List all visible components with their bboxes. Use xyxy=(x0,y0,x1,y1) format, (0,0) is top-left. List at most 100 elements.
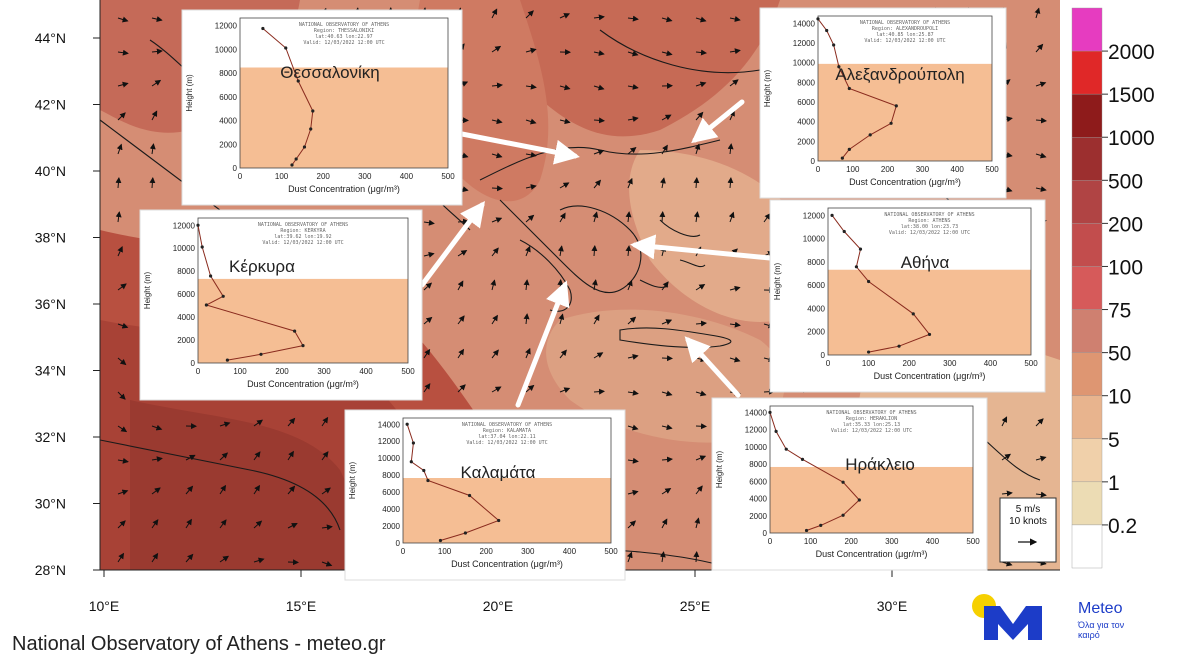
inset-ytick: 12000 xyxy=(793,39,816,48)
wind-arrow xyxy=(559,182,570,189)
profile-point xyxy=(911,312,915,316)
wind-arrow xyxy=(321,416,329,427)
colorbar-label: 100 xyxy=(1108,256,1143,279)
profile-point xyxy=(840,156,844,160)
inset-header-line: lat:37.04 lon:22.11 xyxy=(478,434,535,440)
colorbar-label: 1500 xyxy=(1108,84,1155,107)
lon-label: 30°E xyxy=(877,598,908,614)
wind-arrow xyxy=(457,315,465,325)
wind-arrow xyxy=(525,347,531,359)
inset-header-line: Valid: 12/03/2022 12:00 UTC xyxy=(303,40,384,46)
lon-label: 20°E xyxy=(483,598,514,614)
wind-arrow xyxy=(559,212,566,223)
wind-arrow xyxy=(115,177,122,189)
inset-header-line: Region: ATHENS xyxy=(908,218,950,224)
profile-point xyxy=(302,145,307,149)
profile-point xyxy=(897,344,901,348)
plot-frame xyxy=(817,15,993,162)
inset-xtick: 300 xyxy=(885,537,899,546)
wind-arrow xyxy=(185,454,196,461)
inset-ytick: 2000 xyxy=(797,137,815,146)
wind-arrow xyxy=(423,219,435,226)
wind-arrow xyxy=(151,110,158,121)
inset-header-line: NATIONAL OBSERVATORY OF ATHENS xyxy=(884,212,974,218)
profile-point xyxy=(768,410,772,414)
wind-arrow xyxy=(695,49,707,56)
wind-arrow xyxy=(557,279,564,291)
wind-arrow xyxy=(491,349,499,359)
profile-point xyxy=(259,352,263,356)
inset-ytick: 10000 xyxy=(793,59,816,68)
wind-arrow xyxy=(559,387,571,394)
inset-ytick: 10000 xyxy=(173,244,196,253)
wind-arrow xyxy=(627,353,639,360)
inset-header-line: lat:40.85 lon:25.87 xyxy=(876,32,933,38)
wind-arrow xyxy=(1001,453,1012,461)
wind-arrow xyxy=(593,117,605,124)
wind-arrow xyxy=(661,281,669,291)
wind-arrow xyxy=(661,114,672,121)
logo-name: Meteo xyxy=(1078,600,1123,617)
lat-label: 28°N xyxy=(35,562,66,578)
profile-point xyxy=(221,294,225,298)
colorbar-segment xyxy=(1071,50,1103,95)
colorbar-segment xyxy=(1071,352,1103,396)
wind-arrow xyxy=(693,211,700,223)
wind-arrow xyxy=(661,144,668,155)
wind-arrow xyxy=(151,16,163,23)
colorbar-segment xyxy=(1071,93,1103,138)
colorbar: 2000 1500 1000 500 200 100 75 50 10 5 1 0.2 xyxy=(1071,7,1155,569)
colorbar-segment xyxy=(1071,180,1103,224)
profile-point xyxy=(196,223,200,227)
inset-xtick: 400 xyxy=(951,165,965,174)
wind-arrow xyxy=(1035,418,1044,427)
wind-arrow xyxy=(151,519,159,529)
inset-ylabel: Height (m) xyxy=(143,271,152,309)
wind-arrow xyxy=(729,79,739,87)
colorbar-segment xyxy=(1071,137,1103,181)
wind-arrow xyxy=(287,523,298,529)
inset-ytick: 12000 xyxy=(803,211,826,220)
wind-arrow xyxy=(693,551,700,563)
wind-arrow xyxy=(525,118,537,125)
wind-arrow xyxy=(491,118,503,125)
inset-xtick: 300 xyxy=(943,359,957,368)
wind-arrow xyxy=(117,49,129,56)
wind-arrow xyxy=(287,485,296,495)
inset-header-line: NATIONAL OBSERVATORY OF ATHENS xyxy=(826,410,916,416)
inset-xlabel: Dust Concentration (μgr/m³) xyxy=(816,549,928,559)
wind-arrow xyxy=(763,213,771,223)
inset-xtick: 500 xyxy=(604,547,618,556)
wind-arrow xyxy=(219,555,230,563)
inset-ytick: 6000 xyxy=(177,290,195,299)
colorbar-label: 5 xyxy=(1108,429,1120,452)
inset-ytick: 10000 xyxy=(378,454,401,463)
inset-header-line: NATIONAL OBSERVATORY OF ATHENS xyxy=(299,22,389,28)
wind-arrow xyxy=(627,83,639,90)
inset-header-line: lat:40.63 lon:22.97 xyxy=(315,34,372,40)
inset-xtick: 100 xyxy=(862,359,876,368)
inset-xtick: 200 xyxy=(480,547,494,556)
lat-label: 44°N xyxy=(35,30,66,46)
wind-arrow xyxy=(491,314,498,325)
profile-point xyxy=(847,147,851,151)
inset-xtick: 100 xyxy=(846,165,860,174)
colorbar-segment xyxy=(1071,309,1103,353)
profile-point xyxy=(784,447,788,451)
inset-ylabel: Height (m) xyxy=(715,450,724,488)
profile-curve xyxy=(262,28,314,166)
profile-point xyxy=(868,133,872,137)
dust-layer-band xyxy=(403,478,611,543)
wind-arrow xyxy=(627,50,639,57)
colorbar-segment xyxy=(1071,7,1103,52)
colorbar-label: 0.2 xyxy=(1108,515,1137,538)
inset-ytick: 14000 xyxy=(745,408,768,417)
profile-point xyxy=(832,43,836,47)
inset-xtick: 100 xyxy=(438,547,452,556)
inset-header-line: lat:39.62 lon:19.92 xyxy=(274,234,331,240)
inset-ylabel: Height (m) xyxy=(348,461,357,499)
inset-header-line: Region: HERAKLION xyxy=(846,416,897,422)
